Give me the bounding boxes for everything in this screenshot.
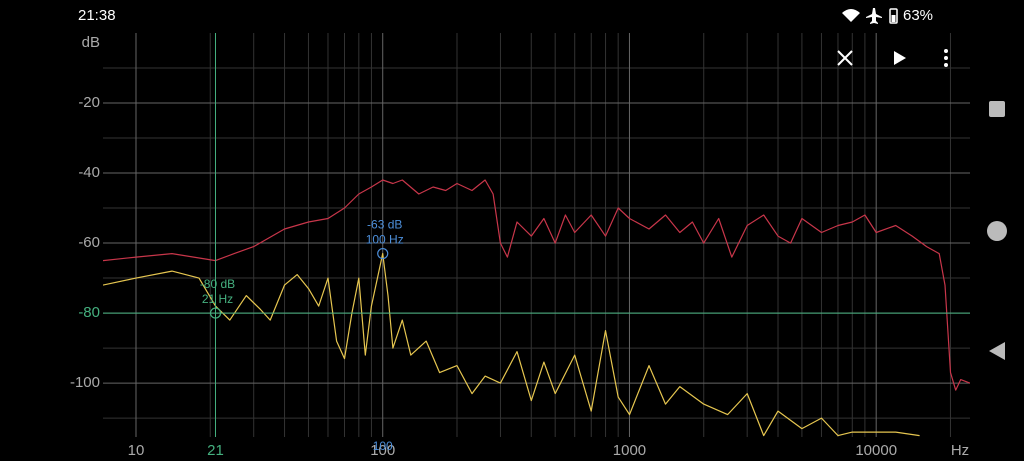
cursor-x-label: 21 [207,442,224,459]
x-tick-label: 1000 [613,442,646,459]
x-tick-label: 10000 [855,442,897,459]
y-tick-label: -100 [70,374,100,391]
status-icons [842,8,898,24]
close-button[interactable] [837,50,853,66]
y-unit-label: dB [82,34,100,51]
cursor-x-label: 100 [373,439,393,453]
nav-recents[interactable] [989,101,1005,117]
play-button[interactable] [894,51,906,65]
y-tick-label: -20 [78,94,100,111]
x-unit-label: Hz [951,442,969,459]
y-tick-label: -60 [78,234,100,251]
y-tick-label: -80 [78,304,100,321]
battery-level [891,15,896,22]
cursor-marker [377,247,389,260]
x-tick-label: 10 [128,442,145,459]
menu-button[interactable] [944,49,948,67]
airplane-icon [866,8,882,24]
cursor-annotation: -80 dB [200,277,235,291]
cursor-annotation: -63 dB [367,218,402,232]
cursor-annotation: 21 Hz [202,292,233,306]
spectrum-line [103,179,970,391]
nav-back[interactable] [989,342,1005,360]
cursor-marker [209,307,222,319]
wifi-icon [842,9,860,22]
battery-icon [889,8,898,24]
status-battery: 63% [903,7,933,24]
cursor-annotation: 100 Hz [366,233,404,247]
y-tick-label: -40 [78,164,100,181]
spectrum-line [103,253,920,437]
x-tick-label: 100 [370,442,395,459]
axis-labels: -20 -40 -60 -80 -100 dB 10 100 1000 10000 Hz -80 dB… [70,34,969,459]
nav-home[interactable] [987,221,1007,241]
status-time: 21:38 [78,7,116,24]
plot-area [103,33,970,437]
